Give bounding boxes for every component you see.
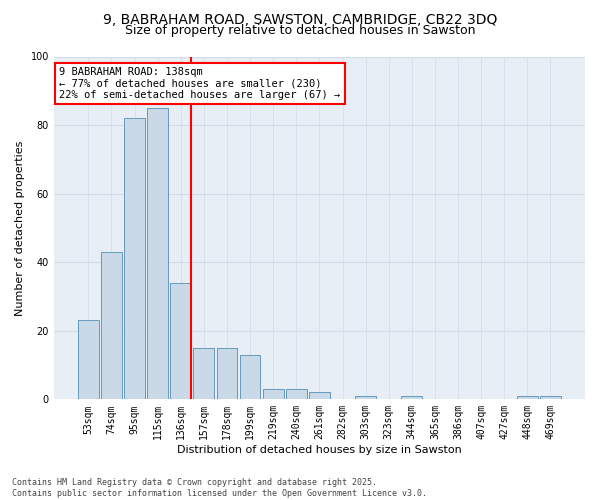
Text: Size of property relative to detached houses in Sawston: Size of property relative to detached ho…: [125, 24, 475, 37]
Bar: [147, 108, 168, 400]
X-axis label: Distribution of detached houses by size in Sawston: Distribution of detached houses by size …: [177, 445, 462, 455]
Text: 9 BABRAHAM ROAD: 138sqm
← 77% of detached houses are smaller (230)
22% of semi-d: 9 BABRAHAM ROAD: 138sqm ← 77% of detache…: [59, 67, 340, 100]
Bar: [193, 348, 214, 400]
Bar: [263, 389, 284, 400]
Bar: [78, 320, 99, 400]
Bar: [101, 252, 122, 400]
Y-axis label: Number of detached properties: Number of detached properties: [15, 140, 25, 316]
Bar: [309, 392, 330, 400]
Bar: [217, 348, 238, 400]
Text: Contains HM Land Registry data © Crown copyright and database right 2025.
Contai: Contains HM Land Registry data © Crown c…: [12, 478, 427, 498]
Bar: [540, 396, 561, 400]
Bar: [170, 283, 191, 400]
Bar: [239, 355, 260, 400]
Bar: [124, 118, 145, 400]
Text: 9, BABRAHAM ROAD, SAWSTON, CAMBRIDGE, CB22 3DQ: 9, BABRAHAM ROAD, SAWSTON, CAMBRIDGE, CB…: [103, 12, 497, 26]
Bar: [517, 396, 538, 400]
Bar: [401, 396, 422, 400]
Bar: [286, 389, 307, 400]
Bar: [355, 396, 376, 400]
